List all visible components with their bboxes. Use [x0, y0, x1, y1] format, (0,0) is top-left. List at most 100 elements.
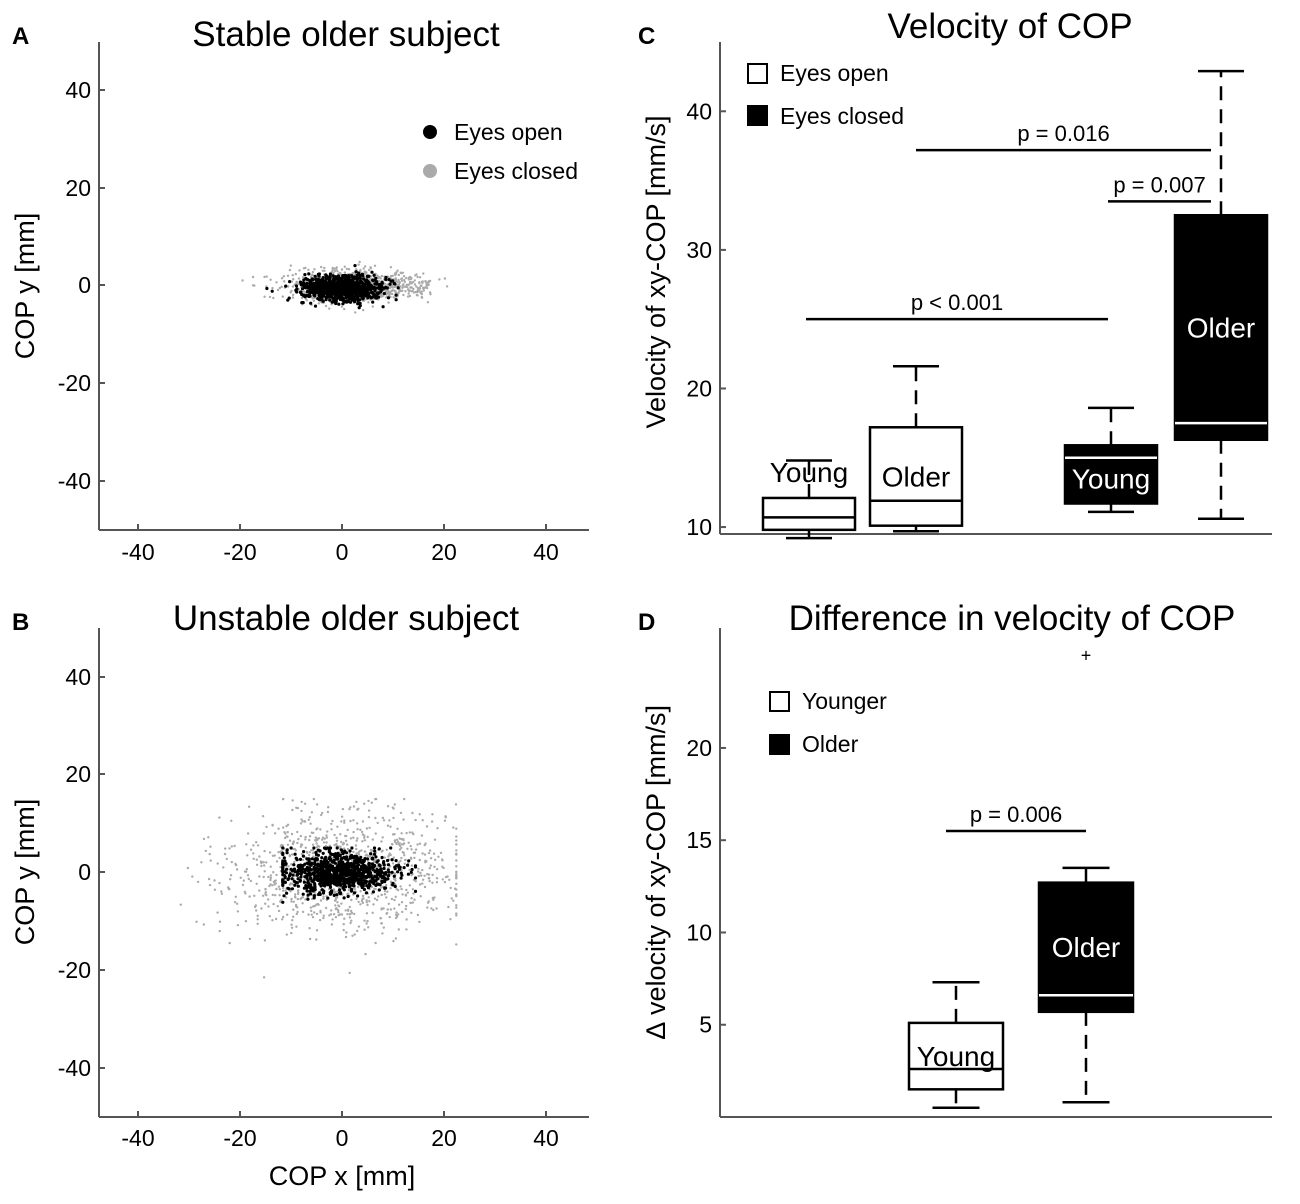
scatter-point-eyes-closed [360, 830, 364, 834]
scatter-point-eyes-closed [271, 824, 274, 827]
scatter-point-eyes-closed [455, 870, 458, 874]
scatter-point-eyes-open [298, 290, 303, 294]
scatter-point-eyes-open [296, 877, 300, 881]
scatter-point-eyes-open [339, 287, 343, 291]
scatter-point-eyes-closed [413, 279, 416, 282]
scatter-point-eyes-closed [419, 284, 422, 288]
scatter-point-eyes-open [359, 855, 363, 860]
scatter-point-eyes-open [281, 846, 285, 850]
panel-d-legend: Younger Older [769, 688, 887, 757]
scatter-point-eyes-closed [281, 797, 285, 801]
scatter-point-eyes-closed [429, 864, 432, 867]
scatter-point-eyes-closed [348, 913, 352, 916]
scatter-point-eyes-closed [346, 908, 350, 911]
scatter-point-eyes-closed [315, 803, 319, 806]
scatter-point-eyes-closed [260, 864, 263, 868]
scatter-point-eyes-open [331, 296, 335, 300]
scatter-point-eyes-closed [316, 844, 319, 848]
scatter-point-eyes-closed [247, 805, 251, 808]
box-label: Young [917, 1041, 995, 1072]
scatter-point-eyes-closed [427, 283, 430, 287]
scatter-point-eyes-open [368, 880, 372, 884]
scatter-point-eyes-closed [323, 837, 326, 840]
scatter-point-eyes-closed [375, 898, 379, 902]
scatter-point-eyes-open [337, 302, 341, 306]
scatter-point-eyes-closed [421, 882, 424, 885]
scatter-point-eyes-closed [297, 837, 300, 841]
scatter-point-eyes-open [332, 893, 336, 898]
scatter-point-eyes-open [321, 867, 325, 872]
scatter-point-eyes-closed [345, 267, 349, 271]
scatter-point-eyes-closed [330, 923, 334, 926]
scatter-point-eyes-open [356, 894, 360, 898]
scatter-point-eyes-open [309, 301, 313, 305]
scatter-point-eyes-closed [391, 289, 394, 292]
scatter-point-eyes-closed [431, 873, 434, 877]
scatter-point-eyes-closed [315, 912, 319, 916]
scatter-point-eyes-closed [418, 286, 421, 290]
scatter-point-eyes-closed [273, 832, 277, 835]
scatter-point-eyes-closed [381, 849, 384, 852]
box-body [761, 496, 857, 532]
scatter-point-eyes-closed [398, 288, 401, 292]
scatter-point-eyes-closed [252, 857, 255, 860]
scatter-point-eyes-open [306, 897, 310, 901]
scatter-point-eyes-closed [400, 901, 404, 904]
scatter-point-eyes-open [281, 882, 285, 887]
scatter-point-eyes-open [313, 883, 317, 887]
scatter-point-eyes-open [328, 298, 332, 302]
scatter-point-eyes-closed [416, 294, 419, 297]
scatter-point-eyes-closed [420, 295, 423, 299]
scatter-point-eyes-open [293, 852, 297, 856]
scatter-point-eyes-closed [216, 911, 219, 914]
scatter-point-eyes-closed [304, 898, 307, 901]
panel-b: B Unstable older subject 40 20 0 -20 -40… [10, 599, 589, 1191]
scatter-point-eyes-closed [255, 863, 259, 866]
scatter-point-eyes-open [362, 860, 366, 864]
scatter-point-eyes-closed [291, 799, 294, 802]
scatter-point-eyes-closed [246, 854, 249, 857]
scatter-point-eyes-closed [455, 914, 458, 917]
scatter-point-eyes-open [355, 283, 359, 288]
scatter-point-eyes-open [300, 287, 305, 291]
scatter-point-eyes-closed [410, 276, 413, 280]
scatter-point-eyes-open [334, 301, 338, 306]
scatter-point-eyes-open [306, 879, 310, 883]
scatter-point-eyes-open [356, 302, 360, 306]
scatter-point-eyes-closed [308, 927, 311, 930]
scatter-point-eyes-closed [256, 918, 259, 921]
scatter-point-eyes-closed [389, 825, 392, 828]
scatter-point-eyes-closed [295, 925, 298, 928]
scatter-point-eyes-open [319, 284, 323, 289]
scatter-point-eyes-closed [443, 880, 447, 884]
scatter-point-eyes-closed [315, 903, 318, 906]
scatter-point-eyes-closed [421, 878, 425, 881]
scatter-point-eyes-closed [256, 922, 259, 925]
scatter-point-eyes-open [265, 286, 269, 291]
scatter-point-eyes-closed [307, 853, 311, 857]
scatter-point-eyes-closed [228, 888, 231, 891]
scatter-point-eyes-closed [346, 912, 349, 916]
scatter-point-eyes-open [360, 272, 364, 276]
scatter-point-eyes-closed [397, 843, 401, 846]
scatter-point-eyes-closed [267, 898, 270, 901]
scatter-point-eyes-closed [411, 811, 414, 815]
scatter-point-eyes-closed [452, 826, 455, 829]
scatter-point-eyes-closed [339, 845, 342, 849]
scatter-point-eyes-open [351, 281, 355, 285]
scatter-point-eyes-open [327, 875, 331, 879]
scatter-point-eyes-open [374, 855, 378, 859]
scatter-point-eyes-closed [400, 837, 403, 841]
panel-d: D Difference in velocity of COP 5101520 … [638, 599, 1272, 1118]
panel-d-annotations: p = 0.006 [946, 802, 1086, 833]
scatter-point-eyes-open [352, 891, 357, 895]
scatter-point-eyes-closed [300, 896, 303, 899]
scatter-point-eyes-closed [310, 849, 313, 852]
scatter-point-eyes-closed [455, 894, 458, 897]
scatter-point-eyes-closed [300, 809, 303, 813]
scatter-point-eyes-closed [401, 910, 404, 914]
scatter-point-eyes-open [387, 870, 391, 874]
scatter-point-eyes-closed [196, 880, 200, 884]
scatter-point-eyes-closed [246, 874, 250, 877]
scatter-point-eyes-closed [332, 888, 335, 891]
